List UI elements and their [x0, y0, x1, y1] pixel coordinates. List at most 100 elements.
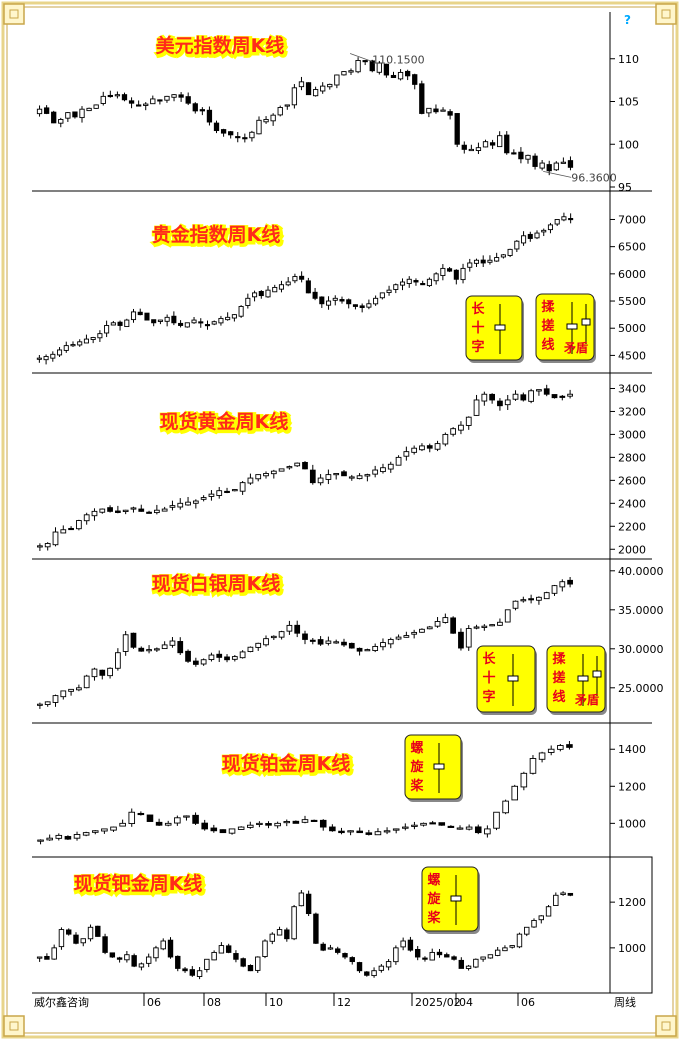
- x-tick-label: 06: [147, 996, 161, 1009]
- candle-up: [567, 393, 573, 397]
- candle-up: [429, 951, 435, 961]
- inner-border: [6, 6, 674, 1034]
- candle-down: [115, 510, 121, 513]
- candle-down: [461, 144, 467, 150]
- candle-down: [433, 108, 439, 113]
- pattern-badge: 螺旋桨: [404, 734, 463, 802]
- badge-candle: [494, 324, 506, 331]
- candle-down: [309, 469, 316, 484]
- candle-down: [178, 94, 184, 98]
- candle-up: [286, 466, 293, 469]
- candle-down: [137, 812, 145, 816]
- candle-up: [333, 473, 340, 476]
- candle-down: [356, 647, 363, 652]
- candle-up: [520, 772, 528, 788]
- candle-up: [327, 83, 333, 88]
- panel-title: 现货钯金周K线: [74, 872, 203, 895]
- candle-down: [551, 394, 558, 399]
- candle-up: [255, 642, 262, 648]
- candle-up: [55, 834, 63, 839]
- y-tick-label: 1200: [618, 780, 646, 793]
- candle-down: [532, 155, 538, 167]
- candle-up: [153, 648, 160, 651]
- candle-up: [514, 240, 520, 250]
- candle-up: [164, 822, 172, 826]
- badge-char: 字: [471, 339, 484, 355]
- candle-up: [494, 949, 501, 956]
- y-tick-label: 3400: [618, 382, 646, 395]
- last-panel-axis-box: [609, 856, 653, 994]
- candle-up: [174, 817, 181, 824]
- candle-up: [231, 489, 238, 492]
- candle-down: [447, 111, 453, 116]
- candle-up: [395, 456, 402, 466]
- candle-down: [99, 669, 106, 676]
- candle-up: [46, 837, 53, 841]
- candle-up: [86, 107, 92, 112]
- candle-down: [339, 299, 345, 302]
- candle-down: [210, 827, 218, 832]
- candle-up: [77, 341, 83, 346]
- candle-up: [301, 819, 309, 823]
- candle-up: [551, 585, 558, 594]
- candle-up: [298, 81, 305, 88]
- candle-down: [138, 508, 145, 512]
- candle-up: [37, 703, 43, 706]
- candle-up: [283, 821, 291, 824]
- candle-up: [327, 947, 334, 950]
- candle-up: [380, 642, 386, 648]
- badge-char: 螺: [410, 740, 423, 756]
- candle-down: [73, 934, 79, 944]
- candle-down: [356, 830, 363, 834]
- candle-up: [278, 284, 284, 290]
- candle-up: [473, 259, 480, 264]
- candle-down: [144, 312, 150, 321]
- candle-up: [521, 235, 527, 244]
- badge-char: 螺: [427, 872, 440, 888]
- badge-char: 揉: [552, 651, 566, 667]
- candle-down: [543, 388, 550, 395]
- candle-up: [37, 839, 44, 842]
- candle-up: [60, 529, 67, 534]
- candle-down: [352, 304, 358, 307]
- candle-up: [160, 940, 166, 950]
- candle-up: [58, 119, 64, 124]
- candle-down: [128, 100, 135, 104]
- candle-up: [333, 641, 340, 644]
- candle-down: [102, 936, 108, 953]
- candle-down: [527, 233, 533, 239]
- candle-up: [504, 609, 511, 623]
- candle-up: [270, 635, 277, 639]
- candle-down: [567, 160, 574, 168]
- badge-box: [465, 295, 523, 361]
- candle-down: [567, 892, 574, 896]
- candle-down: [312, 291, 318, 299]
- help-icon[interactable]: ?: [624, 13, 631, 27]
- candle-up: [292, 276, 298, 282]
- candle-up: [411, 447, 418, 453]
- candle-down: [216, 653, 223, 658]
- candle-up: [191, 319, 197, 324]
- candle-down: [458, 959, 465, 969]
- candle-up: [347, 830, 354, 833]
- candle-up: [68, 688, 74, 692]
- candle-up: [196, 970, 203, 977]
- candle-up: [104, 325, 110, 334]
- pattern-badge: 螺旋桨: [421, 866, 480, 934]
- badge-box: [404, 734, 462, 800]
- candle-up: [380, 467, 386, 473]
- candle-up: [161, 644, 168, 650]
- corner-ornament-inner-2: [9, 1021, 19, 1031]
- panel-3: 34003200300028002600240022002000现货黄金周K线现…: [32, 372, 652, 556]
- candle-down: [137, 311, 143, 316]
- candle-up: [153, 947, 159, 959]
- candle-down: [284, 929, 290, 940]
- candle-up: [442, 617, 449, 623]
- candle-down: [454, 113, 460, 145]
- corner-ornament-2: [3, 1015, 25, 1037]
- candle-up: [216, 490, 223, 496]
- candle-up: [252, 292, 258, 298]
- candle-down: [342, 953, 348, 958]
- candle-up: [426, 278, 432, 287]
